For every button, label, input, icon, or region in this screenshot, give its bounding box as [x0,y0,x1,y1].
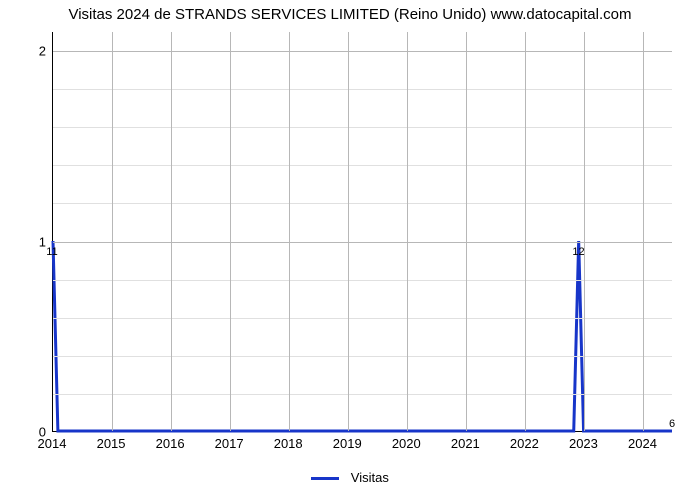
gridline-v [466,32,467,431]
gridline-h [53,394,672,395]
gridline-h [53,89,672,90]
gridline-v [348,32,349,431]
gridline-h [53,203,672,204]
legend-label: Visitas [351,470,389,485]
x-tick-label: 2022 [510,436,539,451]
chart-title: Visitas 2024 de STRANDS SERVICES LIMITED… [0,6,700,23]
x-tick-label: 2016 [156,436,185,451]
gridline-v [643,32,644,431]
point-label: 11 [46,246,57,258]
gridline-h [53,356,672,357]
x-tick-label: 2017 [215,436,244,451]
legend: Visitas [0,470,700,485]
gridline-h [53,318,672,319]
y-tick-label: 2 [39,44,46,59]
gridline-v [112,32,113,431]
point-label: 6 [669,418,675,430]
plot-area [52,32,672,432]
x-tick-label: 2018 [274,436,303,451]
gridline-v [171,32,172,431]
series-line [53,241,672,431]
gridline-h [53,127,672,128]
y-tick-label: 1 [39,234,46,249]
gridline-h [53,165,672,166]
gridline-v [525,32,526,431]
gridline-v [230,32,231,431]
gridline-h [53,51,672,52]
x-tick-label: 2015 [97,436,126,451]
x-tick-label: 2024 [628,436,657,451]
point-label: 12 [572,246,584,258]
x-tick-label: 2021 [451,436,480,451]
gridline-v [289,32,290,431]
x-tick-label: 2023 [569,436,598,451]
x-tick-label: 2019 [333,436,362,451]
gridline-v [407,32,408,431]
y-tick-label: 0 [39,425,46,440]
series-layer [53,32,672,431]
gridline-v [584,32,585,431]
gridline-h [53,280,672,281]
x-tick-label: 2020 [392,436,421,451]
gridline-h [53,242,672,243]
legend-swatch [311,477,339,480]
